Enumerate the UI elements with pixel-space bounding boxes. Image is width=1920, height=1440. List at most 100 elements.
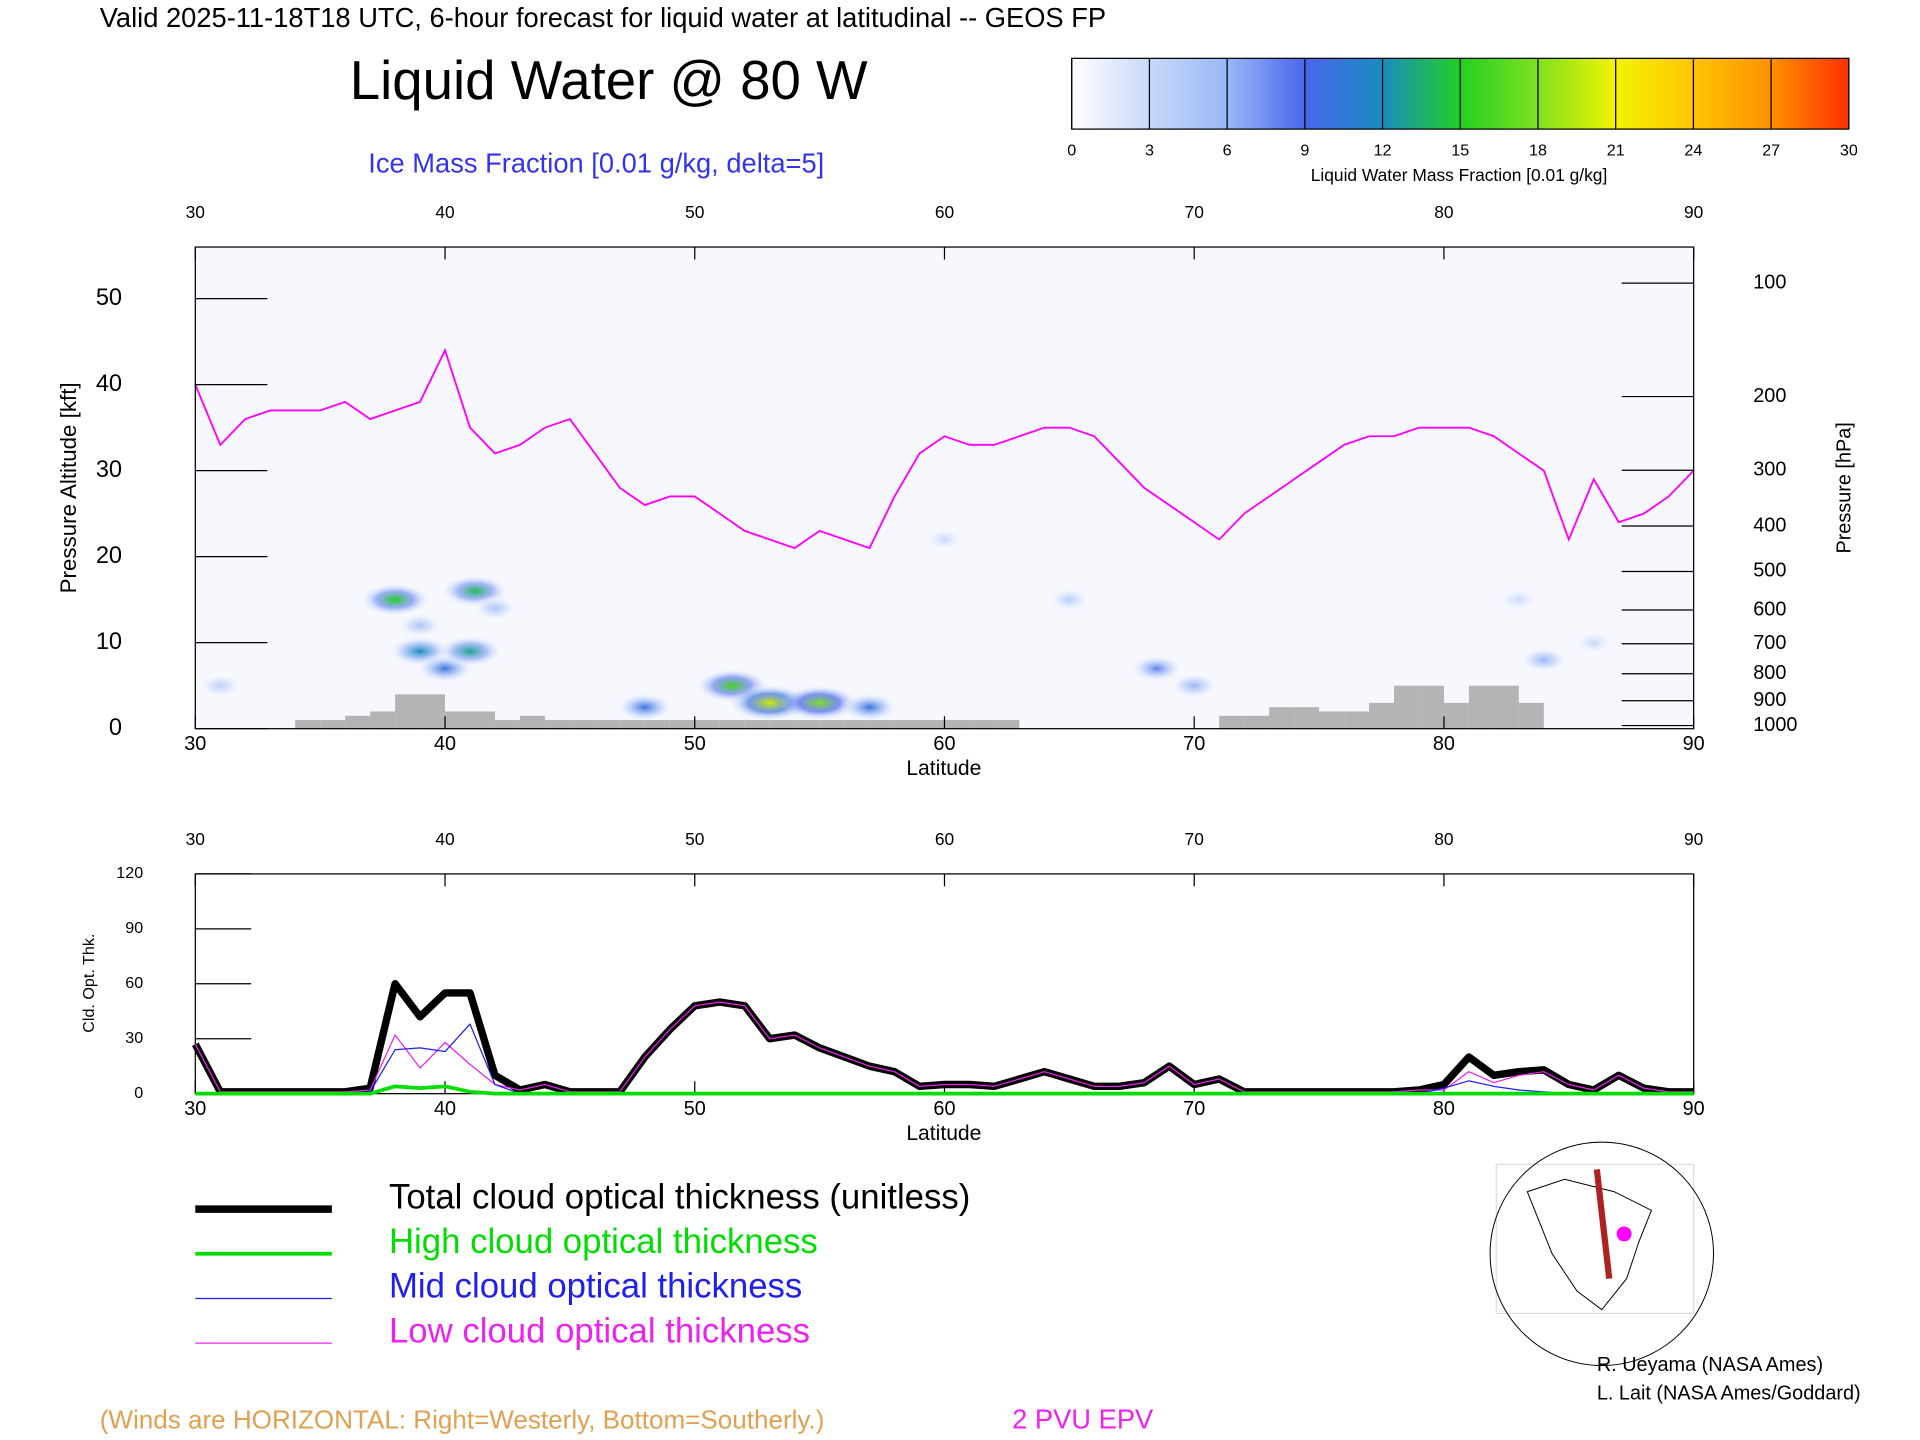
- x-tick-label-top: 50: [685, 829, 704, 849]
- liquid-water-cell: [1518, 646, 1569, 674]
- terrain-bar: [1294, 707, 1320, 729]
- liquid-water-cell: [396, 612, 444, 639]
- x-tick-label-top: 80: [1434, 202, 1453, 222]
- terrain-bar: [969, 720, 995, 729]
- colorbar-segment: [1304, 58, 1383, 130]
- wind-note: (Winds are HORIZONTAL: Right=Westerly, B…: [100, 1404, 825, 1434]
- terrain-bar: [819, 720, 845, 729]
- x-tick-label: 40: [434, 1098, 456, 1120]
- y-tick-label: 0: [134, 1084, 143, 1102]
- terrain-bar: [370, 711, 396, 729]
- terrain-bar: [694, 720, 720, 729]
- colorbar-frame: [1071, 57, 1850, 130]
- x-tick-label: 70: [1183, 733, 1205, 755]
- colorbar-tick-label: 27: [1762, 142, 1780, 160]
- x-axis-label: Latitude: [906, 757, 981, 780]
- y2-tick-label: 800: [1753, 662, 1786, 684]
- x-tick-label-top: 30: [186, 202, 205, 222]
- y-tick-label: 40: [96, 370, 122, 396]
- y2-axis-label: Pressure [hPa]: [1833, 422, 1855, 553]
- y2-tick-label: 400: [1753, 514, 1786, 536]
- colorbar-segment: [1537, 58, 1616, 130]
- terrain-bar: [1468, 685, 1494, 729]
- legend-label: Mid cloud optical thickness: [389, 1268, 802, 1306]
- terrain-bar: [569, 720, 595, 729]
- y-tick-label: 60: [125, 974, 143, 992]
- liquid-water-cell: [1497, 587, 1540, 612]
- x-tick-label-top: 60: [935, 202, 954, 222]
- credit: R. Ueyama (NASA Ames): [1597, 1354, 1823, 1376]
- colorbar-segment: [1771, 58, 1849, 130]
- colorbar-tick-label: 24: [1684, 142, 1702, 160]
- colorbar-segment: [1071, 58, 1150, 130]
- terrain-bar: [894, 720, 920, 729]
- terrain-bar: [1244, 715, 1270, 729]
- legend-label: High cloud optical thickness: [389, 1223, 818, 1261]
- terrain-bar: [744, 720, 770, 729]
- y2-tick-label: 600: [1753, 598, 1786, 620]
- liquid-water-cell: [1572, 630, 1615, 655]
- terrain-bar: [944, 720, 970, 729]
- terrain-bar: [594, 720, 620, 729]
- y-tick-label: 120: [116, 864, 143, 882]
- x-tick-label-top: 70: [1185, 202, 1204, 222]
- chart-title: Liquid Water @ 80 W: [350, 50, 868, 111]
- legend-label: Total cloud optical thickness (unitless): [389, 1178, 970, 1216]
- colorbar-segment: [1693, 58, 1772, 130]
- x-tick-label: 60: [933, 1098, 955, 1120]
- liquid-water-cell: [1169, 672, 1220, 700]
- y2-tick-label: 500: [1753, 560, 1786, 582]
- terrain-bar: [1393, 685, 1419, 729]
- terrain-bar: [320, 720, 346, 729]
- y2-tick-label: 1000: [1753, 714, 1797, 736]
- terrain-bar: [844, 720, 870, 729]
- x-tick-label-top: 60: [935, 829, 954, 849]
- terrain-bar: [669, 720, 695, 729]
- colorbar-tick-label: 15: [1451, 142, 1469, 160]
- x-tick-label: 80: [1433, 733, 1455, 755]
- colorbar-tick-label: 21: [1607, 142, 1625, 160]
- y-tick-label: 30: [125, 1029, 143, 1047]
- colorbar-segment: [1460, 58, 1538, 130]
- terrain-bar: [1369, 702, 1394, 729]
- legend-label: Low cloud optical thickness: [389, 1312, 810, 1350]
- terrain-bar: [1518, 702, 1544, 729]
- terrain-bar: [1269, 707, 1295, 729]
- x-tick-label: 30: [184, 733, 206, 755]
- colorbar-tick-label: 18: [1529, 142, 1547, 160]
- y-axis-label: Pressure Altitude [kft]: [56, 382, 81, 593]
- terrain-bar: [544, 720, 570, 729]
- terrain-bar: [1319, 711, 1345, 729]
- terrain-bar: [1443, 702, 1469, 729]
- epv-legend: 2 PVU EPV: [1012, 1404, 1154, 1435]
- terrain-bar: [1418, 685, 1444, 729]
- x-tick-label: 40: [434, 733, 456, 755]
- series-line: [195, 1084, 1694, 1096]
- colorbar-segment: [1382, 58, 1461, 130]
- liquid-water-cell: [197, 673, 243, 699]
- terrain-bar: [919, 720, 945, 729]
- colorbar-segment: [1615, 58, 1694, 130]
- liquid-water-cell: [923, 527, 966, 552]
- liquid-water-cell: [1047, 587, 1092, 613]
- liquid-water-cell: [1129, 654, 1185, 683]
- terrain-bar: [1493, 685, 1519, 729]
- colorbar-tick-label: 30: [1840, 142, 1858, 160]
- x-tick-label: 50: [684, 733, 706, 755]
- y-tick-label: 90: [125, 919, 143, 937]
- liquid-water-cell: [779, 685, 860, 721]
- map-inset: [1489, 1141, 1715, 1367]
- x-axis-label: Latitude: [906, 1122, 981, 1145]
- terrain-bar: [420, 694, 446, 729]
- terrain-bar: [1219, 715, 1245, 729]
- terrain-bar: [345, 715, 371, 729]
- series-line: [194, 1001, 1694, 1093]
- x-tick-label: 90: [1683, 733, 1705, 755]
- terrain-bar: [494, 720, 520, 729]
- y-tick-label: 30: [96, 456, 122, 482]
- terrain-bar: [519, 715, 545, 729]
- x-tick-label-top: 90: [1684, 202, 1703, 222]
- y-tick-label: 10: [96, 628, 122, 654]
- y2-tick-label: 200: [1753, 385, 1786, 407]
